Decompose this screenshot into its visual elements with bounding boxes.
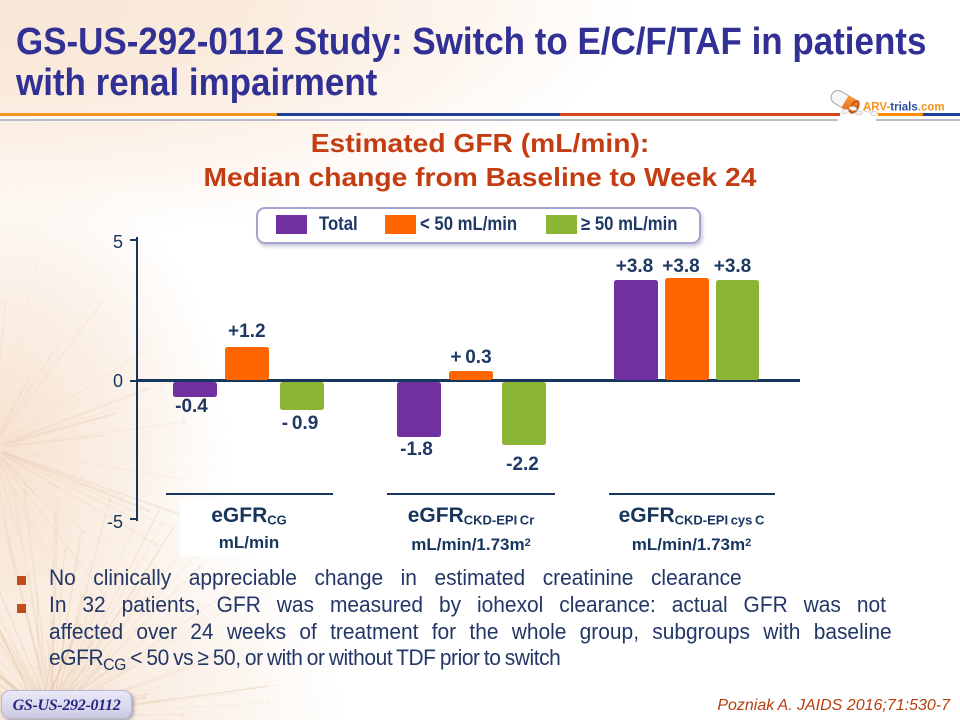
svg-text:ARV-trials.com: ARV-trials.com [863,102,945,114]
